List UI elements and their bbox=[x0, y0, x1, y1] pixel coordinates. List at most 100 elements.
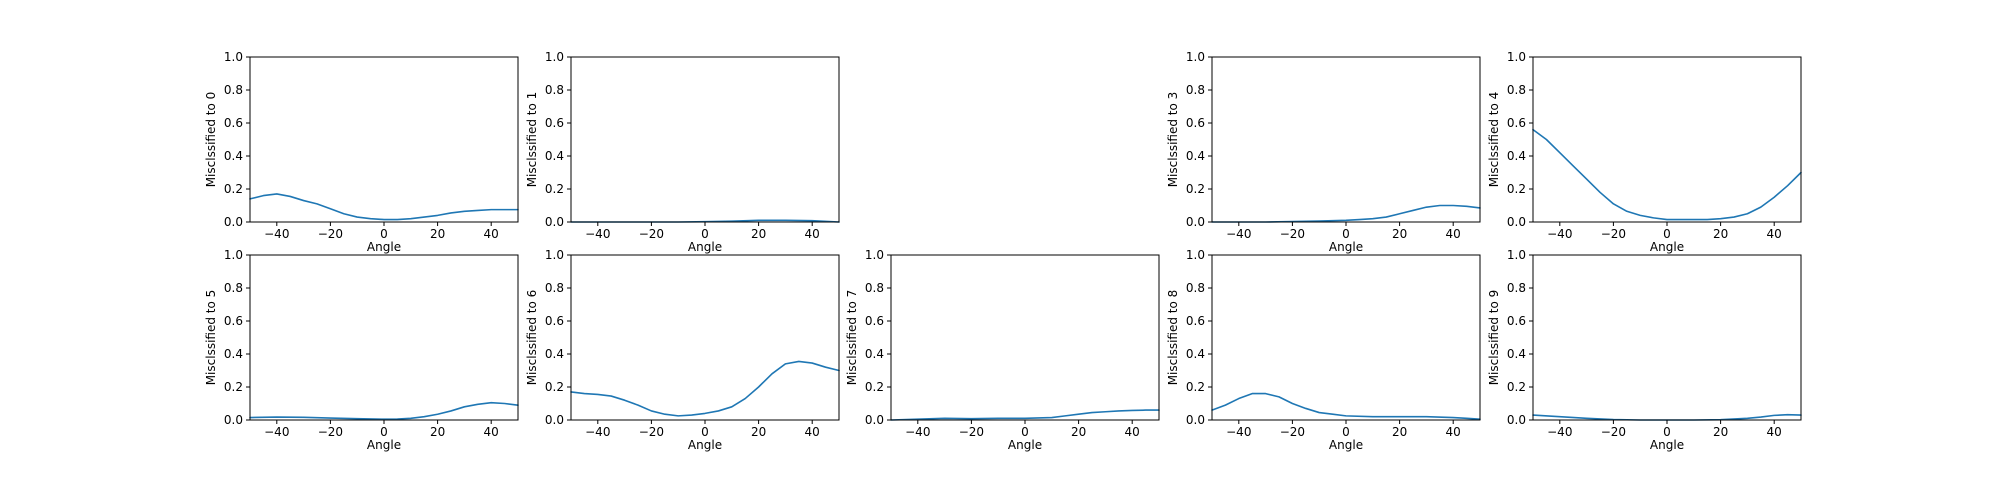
y-tick-label: 0.6 bbox=[1507, 116, 1526, 130]
y-tick-label: 0.0 bbox=[545, 413, 564, 427]
x-tick-label: 0 bbox=[380, 425, 388, 439]
subplot-7: 0.0 0.2 0.4 0.6 0.8 1.0 −40 −20 0 20 40 Angle Miscls… bbox=[1166, 248, 1481, 452]
x-axis-label: Angle bbox=[688, 438, 722, 452]
subplot-5: 0.0 0.2 0.4 0.6 0.8 1.0 −40 −20 0 20 40 Angle Miscls… bbox=[525, 248, 840, 452]
x-tick-label: −40 bbox=[585, 425, 610, 439]
y-tick-label: 0.4 bbox=[224, 149, 243, 163]
y-tick-label: 1.0 bbox=[545, 248, 564, 262]
y-axis-label: Misclssified to 4 bbox=[1487, 92, 1501, 188]
y-tick-label: 0.6 bbox=[545, 314, 564, 328]
y-tick-label: 0.0 bbox=[1186, 215, 1205, 229]
x-tick-label: 40 bbox=[484, 425, 499, 439]
x-tick-label: 20 bbox=[430, 425, 445, 439]
series-line bbox=[570, 360, 840, 417]
axes-frame bbox=[570, 254, 840, 421]
y-axis-label: Misclssified to 0 bbox=[204, 92, 218, 188]
y-tick-label: 0.8 bbox=[545, 83, 564, 97]
x-tick-label: 20 bbox=[751, 425, 766, 439]
y-tick-label: 0.4 bbox=[1507, 347, 1526, 361]
y-tick-label: 0.8 bbox=[1186, 83, 1205, 97]
x-tick-label: −20 bbox=[1601, 425, 1626, 439]
y-axis-label: Misclssified to 6 bbox=[525, 290, 539, 386]
x-axis-label: Angle bbox=[1650, 240, 1684, 254]
y-tick-label: 0.8 bbox=[545, 281, 564, 295]
y-tick-label: 1.0 bbox=[224, 50, 243, 64]
x-tick-label: 20 bbox=[430, 227, 445, 241]
axes-frame bbox=[890, 254, 1160, 421]
y-tick-label: 0.6 bbox=[545, 116, 564, 130]
x-tick-label: 0 bbox=[380, 227, 388, 241]
x-tick-label: −40 bbox=[264, 425, 289, 439]
x-tick-label: 0 bbox=[1342, 227, 1350, 241]
x-tick-label: −40 bbox=[1547, 227, 1572, 241]
x-tick-label: −40 bbox=[905, 425, 930, 439]
y-tick-label: 0.2 bbox=[545, 380, 564, 394]
x-tick-label: 20 bbox=[1392, 227, 1407, 241]
y-tick-label: 0.6 bbox=[865, 314, 884, 328]
axes-frame bbox=[570, 56, 840, 223]
x-tick-label: 40 bbox=[805, 425, 820, 439]
x-tick-label: −20 bbox=[1280, 227, 1305, 241]
subplot-3: 0.0 0.2 0.4 0.6 0.8 1.0 −40 −20 0 20 40 Angle Miscls… bbox=[1487, 50, 1802, 254]
x-tick-label: 0 bbox=[1021, 425, 1029, 439]
y-tick-label: 0.2 bbox=[545, 182, 564, 196]
axes-frame bbox=[1532, 56, 1802, 223]
series-line bbox=[249, 193, 519, 221]
y-tick-label: 0.4 bbox=[224, 347, 243, 361]
y-tick-label: 1.0 bbox=[1186, 50, 1205, 64]
y-tick-label: 0.6 bbox=[1186, 314, 1205, 328]
y-tick-label: 0.4 bbox=[545, 149, 564, 163]
x-tick-label: 0 bbox=[701, 227, 709, 241]
y-tick-label: 0.2 bbox=[1186, 380, 1205, 394]
y-axis-label: Misclssified to 7 bbox=[845, 290, 859, 386]
y-tick-label: 0.8 bbox=[224, 281, 243, 295]
y-tick-label: 0.8 bbox=[1507, 281, 1526, 295]
x-tick-label: −20 bbox=[639, 425, 664, 439]
x-tick-label: 40 bbox=[1446, 227, 1461, 241]
series-line bbox=[1532, 128, 1802, 221]
y-tick-label: 0.4 bbox=[1186, 347, 1205, 361]
y-tick-label: 0.6 bbox=[1186, 116, 1205, 130]
y-tick-label: 0.0 bbox=[224, 413, 243, 427]
x-tick-label: −20 bbox=[1280, 425, 1305, 439]
x-axis-label: Angle bbox=[367, 240, 401, 254]
y-tick-label: 0.2 bbox=[865, 380, 884, 394]
y-tick-label: 0.2 bbox=[1186, 182, 1205, 196]
x-axis-label: Angle bbox=[688, 240, 722, 254]
x-tick-label: −40 bbox=[264, 227, 289, 241]
x-tick-label: 20 bbox=[1392, 425, 1407, 439]
y-tick-label: 1.0 bbox=[224, 248, 243, 262]
axes-frame bbox=[249, 254, 519, 421]
subplot-6: 0.0 0.2 0.4 0.6 0.8 1.0 −40 −20 0 20 40 Angle Miscls… bbox=[845, 248, 1160, 452]
x-tick-label: 0 bbox=[1342, 425, 1350, 439]
y-tick-label: 1.0 bbox=[1186, 248, 1205, 262]
subplot-2: 0.0 0.2 0.4 0.6 0.8 1.0 −40 −20 0 20 40 Angle Miscls… bbox=[1166, 50, 1481, 254]
y-tick-label: 0.0 bbox=[224, 215, 243, 229]
series-line bbox=[1211, 392, 1481, 420]
x-tick-label: 40 bbox=[1125, 425, 1140, 439]
y-tick-label: 0.6 bbox=[224, 116, 243, 130]
y-axis-label: Misclssified to 9 bbox=[1487, 290, 1501, 386]
x-tick-label: −40 bbox=[1547, 425, 1572, 439]
y-tick-label: 0.8 bbox=[865, 281, 884, 295]
y-axis-label: Misclssified to 3 bbox=[1166, 92, 1180, 188]
y-tick-label: 1.0 bbox=[1507, 50, 1526, 64]
x-tick-label: −20 bbox=[318, 227, 343, 241]
y-axis-label: Misclssified to 1 bbox=[525, 92, 539, 188]
y-tick-label: 0.0 bbox=[1507, 215, 1526, 229]
y-tick-label: 0.2 bbox=[1507, 380, 1526, 394]
axes-frame bbox=[1211, 56, 1481, 223]
x-tick-label: 20 bbox=[751, 227, 766, 241]
y-tick-label: 0.2 bbox=[1507, 182, 1526, 196]
x-tick-label: 40 bbox=[1767, 227, 1782, 241]
y-tick-label: 0.8 bbox=[224, 83, 243, 97]
y-tick-label: 0.2 bbox=[224, 380, 243, 394]
y-tick-label: 1.0 bbox=[865, 248, 884, 262]
x-tick-label: −20 bbox=[1601, 227, 1626, 241]
x-tick-label: 40 bbox=[805, 227, 820, 241]
axes-frame bbox=[1532, 254, 1802, 421]
x-axis-label: Angle bbox=[1329, 240, 1363, 254]
series-line bbox=[1211, 204, 1481, 223]
y-tick-label: 0.4 bbox=[1507, 149, 1526, 163]
